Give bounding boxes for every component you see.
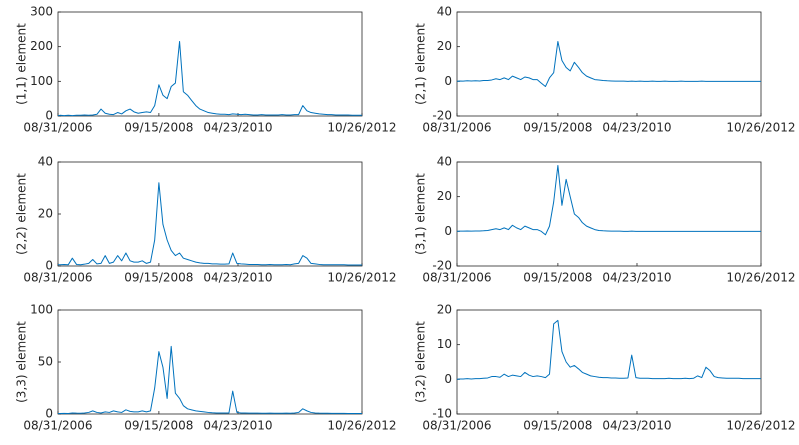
y-tick-label: 200: [30, 39, 53, 53]
x-tick-label: 08/31/2006: [23, 271, 92, 285]
y-tick-label: 20: [437, 303, 452, 317]
x-tick-label: 04/23/2010: [203, 121, 272, 135]
x-tick-label: 10/26/2012: [327, 419, 396, 433]
y-tick-label: 20: [38, 207, 53, 221]
plot-frame: [57, 161, 363, 267]
y-tick-label: 0: [444, 224, 452, 238]
plot-frame: [57, 11, 363, 117]
y-tick-label: 100: [30, 74, 53, 88]
y-tick-label: 0: [45, 259, 53, 273]
y-tick-label: 50: [38, 355, 53, 369]
y-tick-label: 100: [30, 303, 53, 317]
x-tick-label: 08/31/2006: [23, 419, 92, 433]
plot-frame: [57, 309, 363, 415]
plot-frame: [456, 161, 762, 267]
y-tick-label: 0: [45, 407, 53, 421]
x-tick-label: 10/26/2012: [726, 271, 795, 285]
plot-frame: [456, 11, 762, 117]
y-tick-label: -10: [432, 407, 452, 421]
y-axis-label: (3,1) element: [414, 173, 428, 255]
x-tick-label: 09/15/2008: [523, 121, 592, 135]
x-tick-label: 04/23/2010: [203, 271, 272, 285]
x-tick-label: 04/23/2010: [602, 271, 671, 285]
y-tick-label: 20: [437, 39, 452, 53]
x-tick-label: 10/26/2012: [327, 121, 396, 135]
x-tick-label: 10/26/2012: [726, 419, 795, 433]
x-tick-label: 09/15/2008: [124, 121, 193, 135]
x-tick-label: 10/26/2012: [327, 271, 396, 285]
y-tick-label: 300: [30, 5, 53, 19]
x-tick-label: 10/26/2012: [726, 121, 795, 135]
y-axis-label: (3,2) element: [414, 321, 428, 403]
y-axis-label: (2,2) element: [15, 173, 29, 255]
y-tick-label: -20: [432, 109, 452, 123]
y-axis-label: (3,3) element: [15, 321, 29, 403]
series-line: [58, 345, 362, 414]
series-line: [456, 319, 761, 380]
y-tick-label: 0: [444, 372, 452, 386]
x-tick-label: 08/31/2006: [422, 271, 491, 285]
x-tick-label: 09/15/2008: [124, 419, 193, 433]
x-tick-label: 04/23/2010: [602, 419, 671, 433]
x-tick-label: 04/23/2010: [203, 419, 272, 433]
x-tick-label: 09/15/2008: [523, 419, 592, 433]
series-line: [456, 164, 761, 236]
x-tick-label: 08/31/2006: [23, 121, 92, 135]
y-tick-label: 40: [38, 155, 53, 169]
x-tick-label: 04/23/2010: [602, 121, 671, 135]
y-axis-label: (1,1) element: [15, 23, 29, 105]
y-tick-label: 40: [437, 155, 452, 169]
x-tick-label: 08/31/2006: [422, 121, 491, 135]
series-line: [456, 40, 761, 88]
series-line: [57, 40, 362, 117]
y-tick-label: 20: [437, 189, 452, 203]
plot-frame: [456, 309, 762, 415]
x-tick-label: 09/15/2008: [124, 271, 193, 285]
y-tick-label: 10: [437, 337, 452, 351]
series-line: [58, 182, 362, 266]
y-tick-label: 0: [45, 109, 53, 123]
y-axis-label: (2,1) element: [414, 23, 428, 105]
y-tick-label: 40: [437, 5, 452, 19]
y-tick-label: -20: [432, 259, 452, 273]
x-tick-label: 09/15/2008: [523, 271, 592, 285]
x-tick-label: 08/31/2006: [422, 419, 491, 433]
y-tick-label: 0: [444, 74, 452, 88]
